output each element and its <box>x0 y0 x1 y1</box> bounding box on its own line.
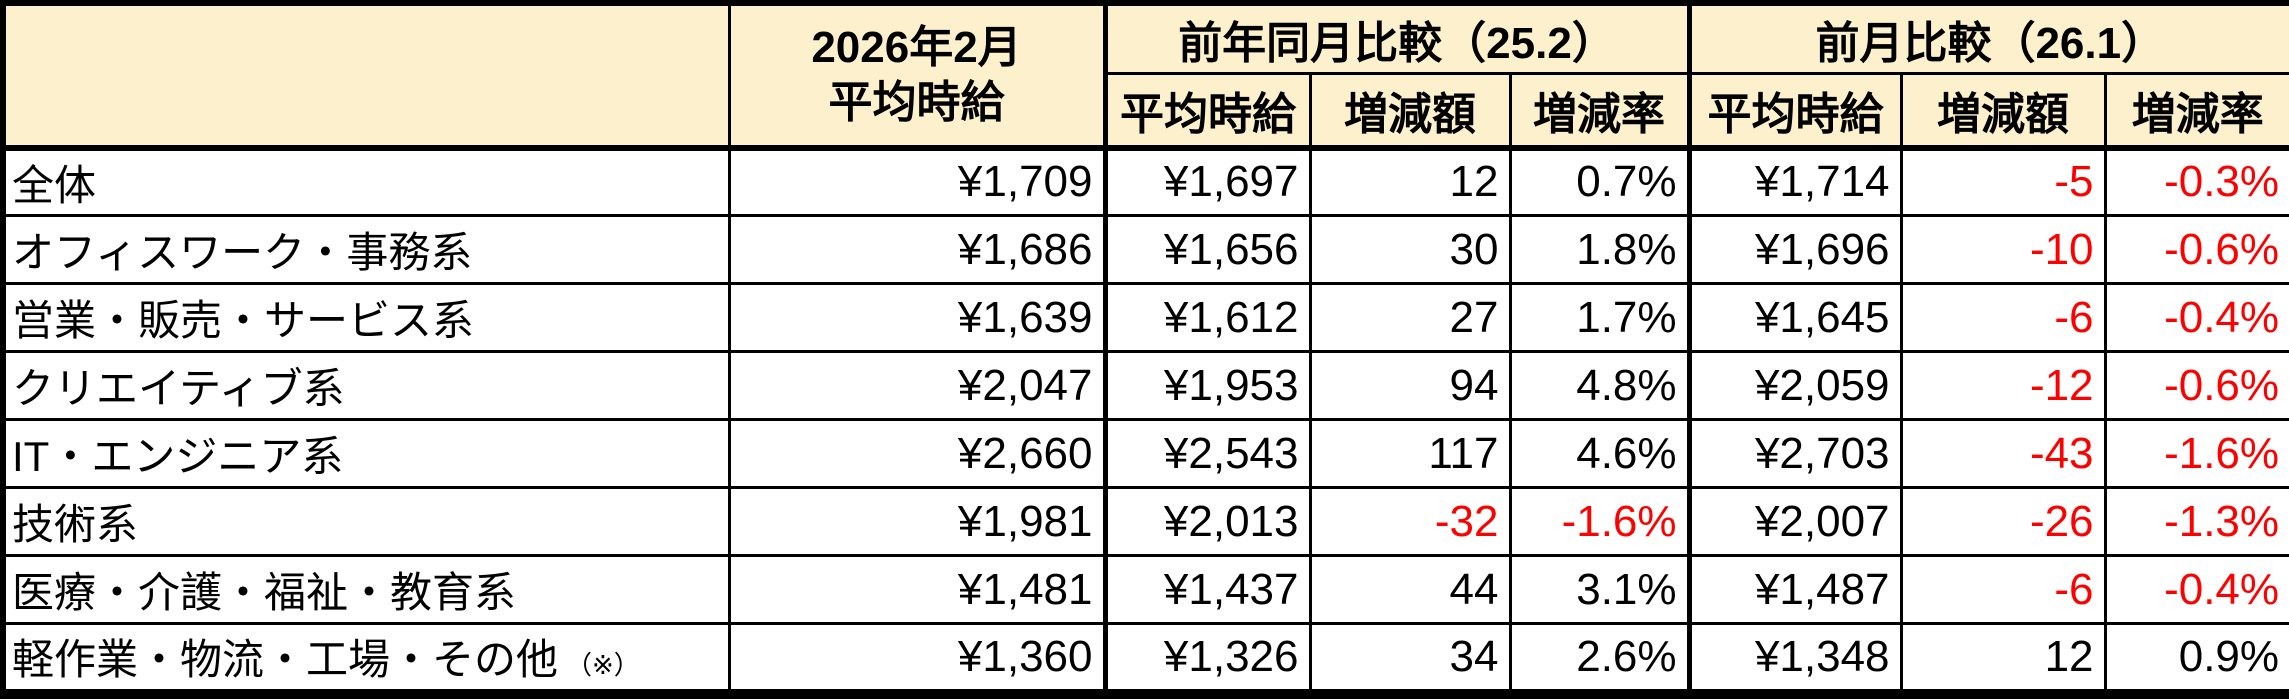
yoy-diff-header: 増減額 <box>1308 72 1512 151</box>
current-avg-cell: ¥1,639 <box>727 282 1107 354</box>
table-row: 医療・介護・福祉・教育系 ¥1,481 ¥1,437 44 3.1% ¥1,48… <box>1 554 2289 625</box>
mom-avg-cell: ¥1,348 <box>1686 621 1903 696</box>
mom-rate-cell: -1.3% <box>2103 486 2289 558</box>
category-label: IT・エンジニア系 <box>12 433 344 481</box>
table-row: 営業・販売・サービス系 ¥1,639 ¥1,612 27 1.7% ¥1,645… <box>1 282 2289 354</box>
yoy-rate-header: 増減率 <box>1508 72 1691 151</box>
current-avg-cell: ¥1,686 <box>727 214 1107 286</box>
table-row: オフィスワーク・事務系 ¥1,686 ¥1,656 30 1.8% ¥1,696… <box>1 214 2289 286</box>
mom-avg-cell: ¥1,645 <box>1686 282 1903 354</box>
yoy-avg-cell: ¥1,656 <box>1102 214 1312 286</box>
category-suffix: （※） <box>566 650 640 681</box>
category-label: 技術系 <box>12 501 139 549</box>
yoy-rate-cell: 1.8% <box>1508 214 1691 286</box>
current-avg-cell: ¥1,981 <box>727 486 1107 558</box>
header-sub-row: 平均時給 増減額 増減率 平均時給 増減額 増減率 <box>3 72 2289 151</box>
category-cell: IT・エンジニア系 <box>1 418 731 490</box>
mom-avg-cell: ¥1,696 <box>1686 214 1903 286</box>
category-label: 医療・介護・福祉・教育系 <box>12 569 517 616</box>
current-avg-cell: ¥2,660 <box>727 418 1107 490</box>
table-row: クリエイティブ系 ¥2,047 ¥1,953 94 4.8% ¥2,059 -1… <box>1 350 2289 422</box>
yoy-rate-cell: 4.8% <box>1508 350 1691 422</box>
category-cell: 医療・介護・福祉・教育系 <box>1 554 731 625</box>
yoy-rate-cell: 0.7% <box>1508 145 1691 218</box>
mom-avg-cell: ¥1,487 <box>1686 554 1903 625</box>
yoy-diff-cell: 12 <box>1308 145 1512 218</box>
category-label: 軽作業・物流・工場・その他 <box>12 636 559 684</box>
mom-rate-cell: -0.3% <box>2103 145 2289 218</box>
yoy-rate-cell: 3.1% <box>1508 554 1691 625</box>
table-row: IT・エンジニア系 ¥2,660 ¥2,543 117 4.6% ¥2,703 … <box>1 418 2289 490</box>
mom-rate-cell: -0.6% <box>2103 214 2289 286</box>
current-month-line1: 2026年2月 <box>811 23 1022 73</box>
yoy-diff-cell: 44 <box>1308 554 1512 625</box>
header-group-row: 2026年2月 平均時給 前年同月比較（25.2） 前月比較（26.1） <box>1 1 2289 151</box>
yoy-avg-header: 平均時給 <box>1102 72 1312 151</box>
current-avg-cell: ¥1,360 <box>727 621 1107 696</box>
mom-diff-cell: -10 <box>1899 214 2107 286</box>
mom-diff-cell: -6 <box>1899 282 2107 354</box>
mom-avg-cell: ¥2,059 <box>1686 350 1903 422</box>
yoy-rate-cell: 4.6% <box>1508 418 1691 490</box>
mom-avg-cell: ¥2,007 <box>1686 486 1903 558</box>
mom-rate-cell: -0.4% <box>2103 282 2289 354</box>
mom-rate-cell: -1.6% <box>2103 418 2289 490</box>
yoy-diff-cell: 117 <box>1308 418 1512 490</box>
yoy-rate-cell: -1.6% <box>1508 486 1691 558</box>
table-row: 全体 ¥1,709 ¥1,697 12 0.7% ¥1,714 -5 -0.3% <box>1 145 2289 218</box>
mom-rate-header: 増減率 <box>2103 72 2289 151</box>
yoy-rate-cell: 2.6% <box>1508 621 1691 696</box>
corner-cell <box>1 1 731 151</box>
category-cell: 全体 <box>1 145 731 218</box>
yoy-avg-cell: ¥2,013 <box>1102 486 1312 558</box>
yoy-diff-cell: -32 <box>1308 486 1512 558</box>
mom-diff-header: 増減額 <box>1899 72 2107 151</box>
category-label: オフィスワーク・事務系 <box>12 229 473 277</box>
mom-rate-cell: -0.4% <box>2103 554 2289 625</box>
current-avg-cell: ¥2,047 <box>727 350 1107 422</box>
yoy-diff-cell: 30 <box>1308 214 1512 286</box>
table-row: 技術系 ¥1,981 ¥2,013 -32 -1.6% ¥2,007 -26 -… <box>1 486 2289 558</box>
mom-diff-cell: -6 <box>1899 554 2107 625</box>
yoy-diff-cell: 94 <box>1308 350 1512 422</box>
mom-avg-cell: ¥2,703 <box>1686 418 1903 490</box>
yoy-avg-cell: ¥1,326 <box>1102 621 1312 696</box>
yoy-diff-cell: 27 <box>1308 282 1512 354</box>
mom-diff-cell: 12 <box>1899 621 2107 696</box>
mom-rate-cell: 0.9% <box>2103 621 2289 696</box>
current-month-line2: 平均時給 <box>828 78 1005 128</box>
yoy-avg-cell: ¥1,953 <box>1102 350 1312 422</box>
category-cell: 軽作業・物流・工場・その他 （※） <box>1 621 731 696</box>
current-month-header: 2026年2月 平均時給 <box>727 1 1107 151</box>
category-label: 営業・販売・サービス系 <box>12 297 475 345</box>
mom-avg-cell: ¥1,714 <box>1686 145 1903 218</box>
yoy-avg-cell: ¥1,612 <box>1102 282 1312 354</box>
category-label: クリエイティブ系 <box>12 365 345 413</box>
mom-diff-cell: -5 <box>1899 145 2107 218</box>
category-cell: クリエイティブ系 <box>1 350 731 422</box>
yoy-rate-cell: 1.7% <box>1508 282 1691 354</box>
yoy-diff-cell: 34 <box>1308 621 1512 696</box>
mom-rate-cell: -0.6% <box>2103 350 2289 422</box>
table-header: 2026年2月 平均時給 前年同月比較（25.2） 前月比較（26.1） 平均時… <box>1 1 2289 151</box>
current-avg-cell: ¥1,481 <box>727 554 1107 625</box>
mom-diff-cell: -26 <box>1899 486 2107 558</box>
yoy-avg-cell: ¥1,697 <box>1102 145 1312 218</box>
mom-diff-cell: -43 <box>1899 418 2107 490</box>
category-cell: 営業・販売・サービス系 <box>1 282 731 354</box>
category-cell: オフィスワーク・事務系 <box>1 214 731 286</box>
yoy-avg-cell: ¥2,543 <box>1102 418 1312 490</box>
mom-group-header: 前月比較（26.1） <box>1686 1 2289 75</box>
mom-avg-header: 平均時給 <box>1686 72 1903 151</box>
yoy-group-header: 前年同月比較（25.2） <box>1102 1 1691 75</box>
current-avg-cell: ¥1,709 <box>727 145 1107 218</box>
yoy-avg-cell: ¥1,437 <box>1102 554 1312 625</box>
table-body: 全体 ¥1,709 ¥1,697 12 0.7% ¥1,714 -5 -0.3%… <box>1 145 2289 696</box>
category-label: 全体 <box>12 161 97 209</box>
table-row: 軽作業・物流・工場・その他 （※） ¥1,360 ¥1,326 34 2.6% ¥… <box>1 621 2289 696</box>
category-cell: 技術系 <box>1 486 731 558</box>
mom-diff-cell: -12 <box>1899 350 2107 422</box>
